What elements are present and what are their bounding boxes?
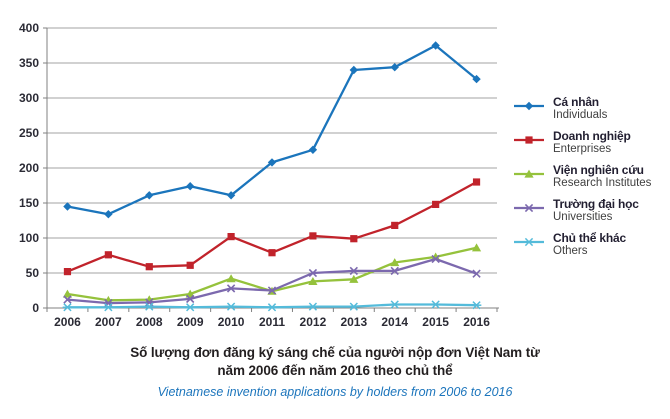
x-axis-tick-label: 2006 [54,315,81,329]
legend-label-vi: Trường đại học [553,197,639,211]
y-axis-tick-label: 200 [19,161,39,175]
legend-label-en: Enterprises [553,143,612,155]
x-axis-tick-label: 2015 [422,315,449,329]
y-axis-tick-label: 50 [26,266,40,280]
legend-marker-asterisk-icon [514,237,544,247]
legend-label-en: Universities [553,211,613,223]
legend-label-vi: Doanh nghiệp [553,129,631,143]
y-axis-tick-label: 300 [19,91,39,105]
x-axis-tick-label: 2016 [463,315,490,329]
y-axis-tick-label: 250 [19,126,39,140]
legend-marker-x-icon [514,203,544,213]
axes [46,28,499,312]
series-others [62,300,482,312]
legend-label-vi: Chủ thể khác [553,231,626,245]
y-axis-tick-label: 150 [19,196,39,210]
y-axis-tick-label: 100 [19,231,39,245]
y-axis-tick-label: 350 [19,56,39,70]
x-axis-tick-label: 2007 [95,315,122,329]
legend-item-others: Chủ thể khác Others [513,232,651,258]
series-individuals [63,41,481,219]
x-axis-tick-labels: 2006 2007 2008 2009 2010 2011 2012 2013 2014 2015… [54,315,490,329]
legend-label-en: Others [553,245,588,257]
legend-label-en: Individuals [553,109,608,121]
x-axis-tick-label: 2011 [259,315,285,329]
legend-label-vi: Viện nghiên cứu [553,163,644,177]
legend-item-enterprises: Doanh nghiệp Enterprises [513,130,651,156]
legend-marker-square-icon [514,136,544,144]
legend-item-universities: Trường đại học Universities [513,198,651,224]
x-axis-tick-label: 2009 [177,315,204,329]
legend-item-individuals: Cá nhân Individuals [513,96,651,122]
chart-title-line1: Số lượng đơn đăng ký sáng chế của người … [130,345,540,360]
series-enterprises [63,178,481,276]
legend-marker-diamond-icon [514,101,544,111]
x-axis-tick-label: 2010 [218,315,245,329]
y-axis-tick-labels: 0 50 100 150 200 250 300 350 400 [19,21,39,315]
chart-legend: Cá nhân Individuals Doanh nghiệp Enterprise… [513,96,651,266]
x-axis-tick-label: 2013 [340,315,367,329]
y-axis-tick-label: 400 [19,21,39,35]
x-axis-tick-label: 2014 [381,315,408,329]
legend-marker-triangle-icon [514,169,544,178]
x-axis-tick-label: 2008 [136,315,163,329]
legend-item-research-institutes: Viện nghiên cứu Research Institutes [513,164,651,190]
chart-subtitle: Vietnamese invention applications by hol… [157,385,513,399]
chart-title-line2: năm 2006 đến năm 2016 theo chủ thể [217,363,453,378]
legend-label-vi: Cá nhân [553,95,599,109]
y-axis-tick-label: 0 [32,301,39,315]
legend-label-en: Research Institutes [553,177,652,189]
line-chart-canvas: 0 50 100 150 200 250 300 350 400 2006 2007 2008 2009… [19,21,499,329]
x-axis-tick-label: 2012 [300,315,327,329]
chart-title-block: Số lượng đơn đăng ký sáng chế của người … [40,344,630,399]
gridlines [43,27,497,309]
